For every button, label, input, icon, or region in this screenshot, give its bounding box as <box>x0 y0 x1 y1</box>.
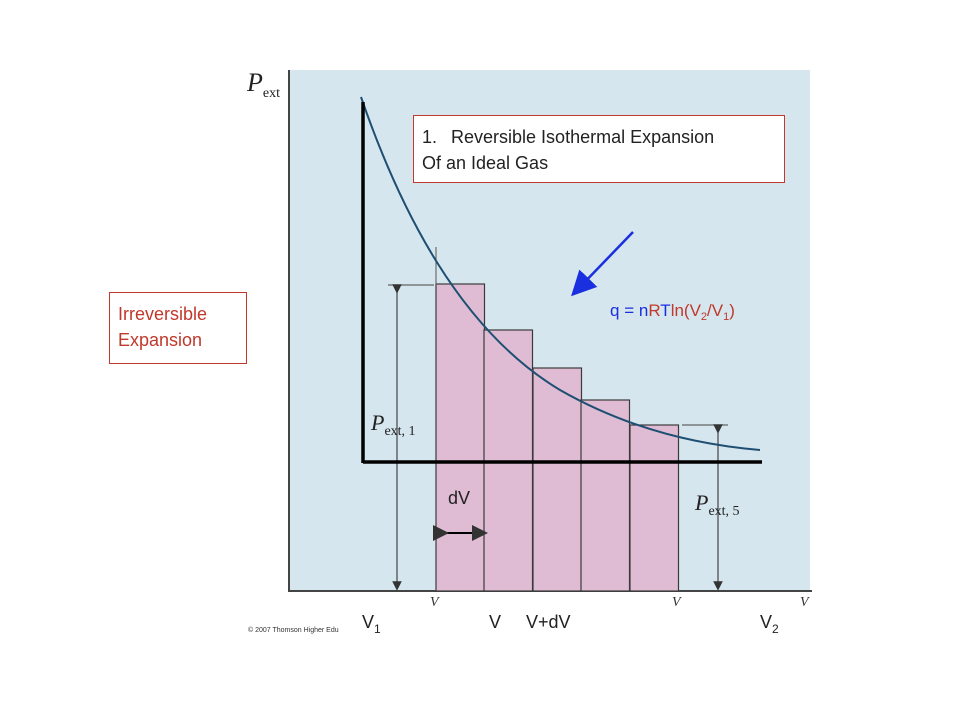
title-line-2: Of an Ideal Gas <box>422 153 549 173</box>
irreversible-line-2: Expansion <box>118 330 203 350</box>
v1-label: V1 <box>362 612 381 636</box>
pressure-step-bar <box>532 367 583 592</box>
title-text: Reversible Isothermal Expansion <box>451 127 715 147</box>
pressure-step-bar <box>435 283 486 592</box>
pext1-label: Pext, 1 <box>371 410 416 439</box>
x-tick-label: V <box>672 595 682 610</box>
pressure-step-bar <box>580 399 631 592</box>
title-box: 1. Reversible Isothermal Expansion Of an … <box>413 115 785 183</box>
blue-pointer-arrow <box>571 231 634 297</box>
x-axis-label: V <box>800 595 810 610</box>
copyright-text: © 2007 Thomson Higher Edu <box>248 627 339 634</box>
v-plus-dv-label: V+dV <box>526 612 571 632</box>
pressure-step-bar <box>629 424 680 592</box>
title-line-1: 1. Reversible Isothermal Expansion <box>422 124 784 150</box>
dv-label: dV <box>448 488 471 508</box>
x-tick-label: V <box>430 595 440 610</box>
isotherm-curve <box>360 96 761 451</box>
v2-label: V2 <box>760 612 779 636</box>
pext5-label: Pext, 5 <box>695 490 740 519</box>
heat-equation: q = nRTln(V2/V1) <box>610 301 735 323</box>
irreversible-line-1: Irreversible <box>118 304 208 324</box>
y-axis-label: Pext <box>247 68 280 101</box>
v-label: V <box>489 612 502 632</box>
irreversible-expansion-box: Irreversible Expansion <box>109 292 247 364</box>
title-number: 1. <box>422 127 438 147</box>
